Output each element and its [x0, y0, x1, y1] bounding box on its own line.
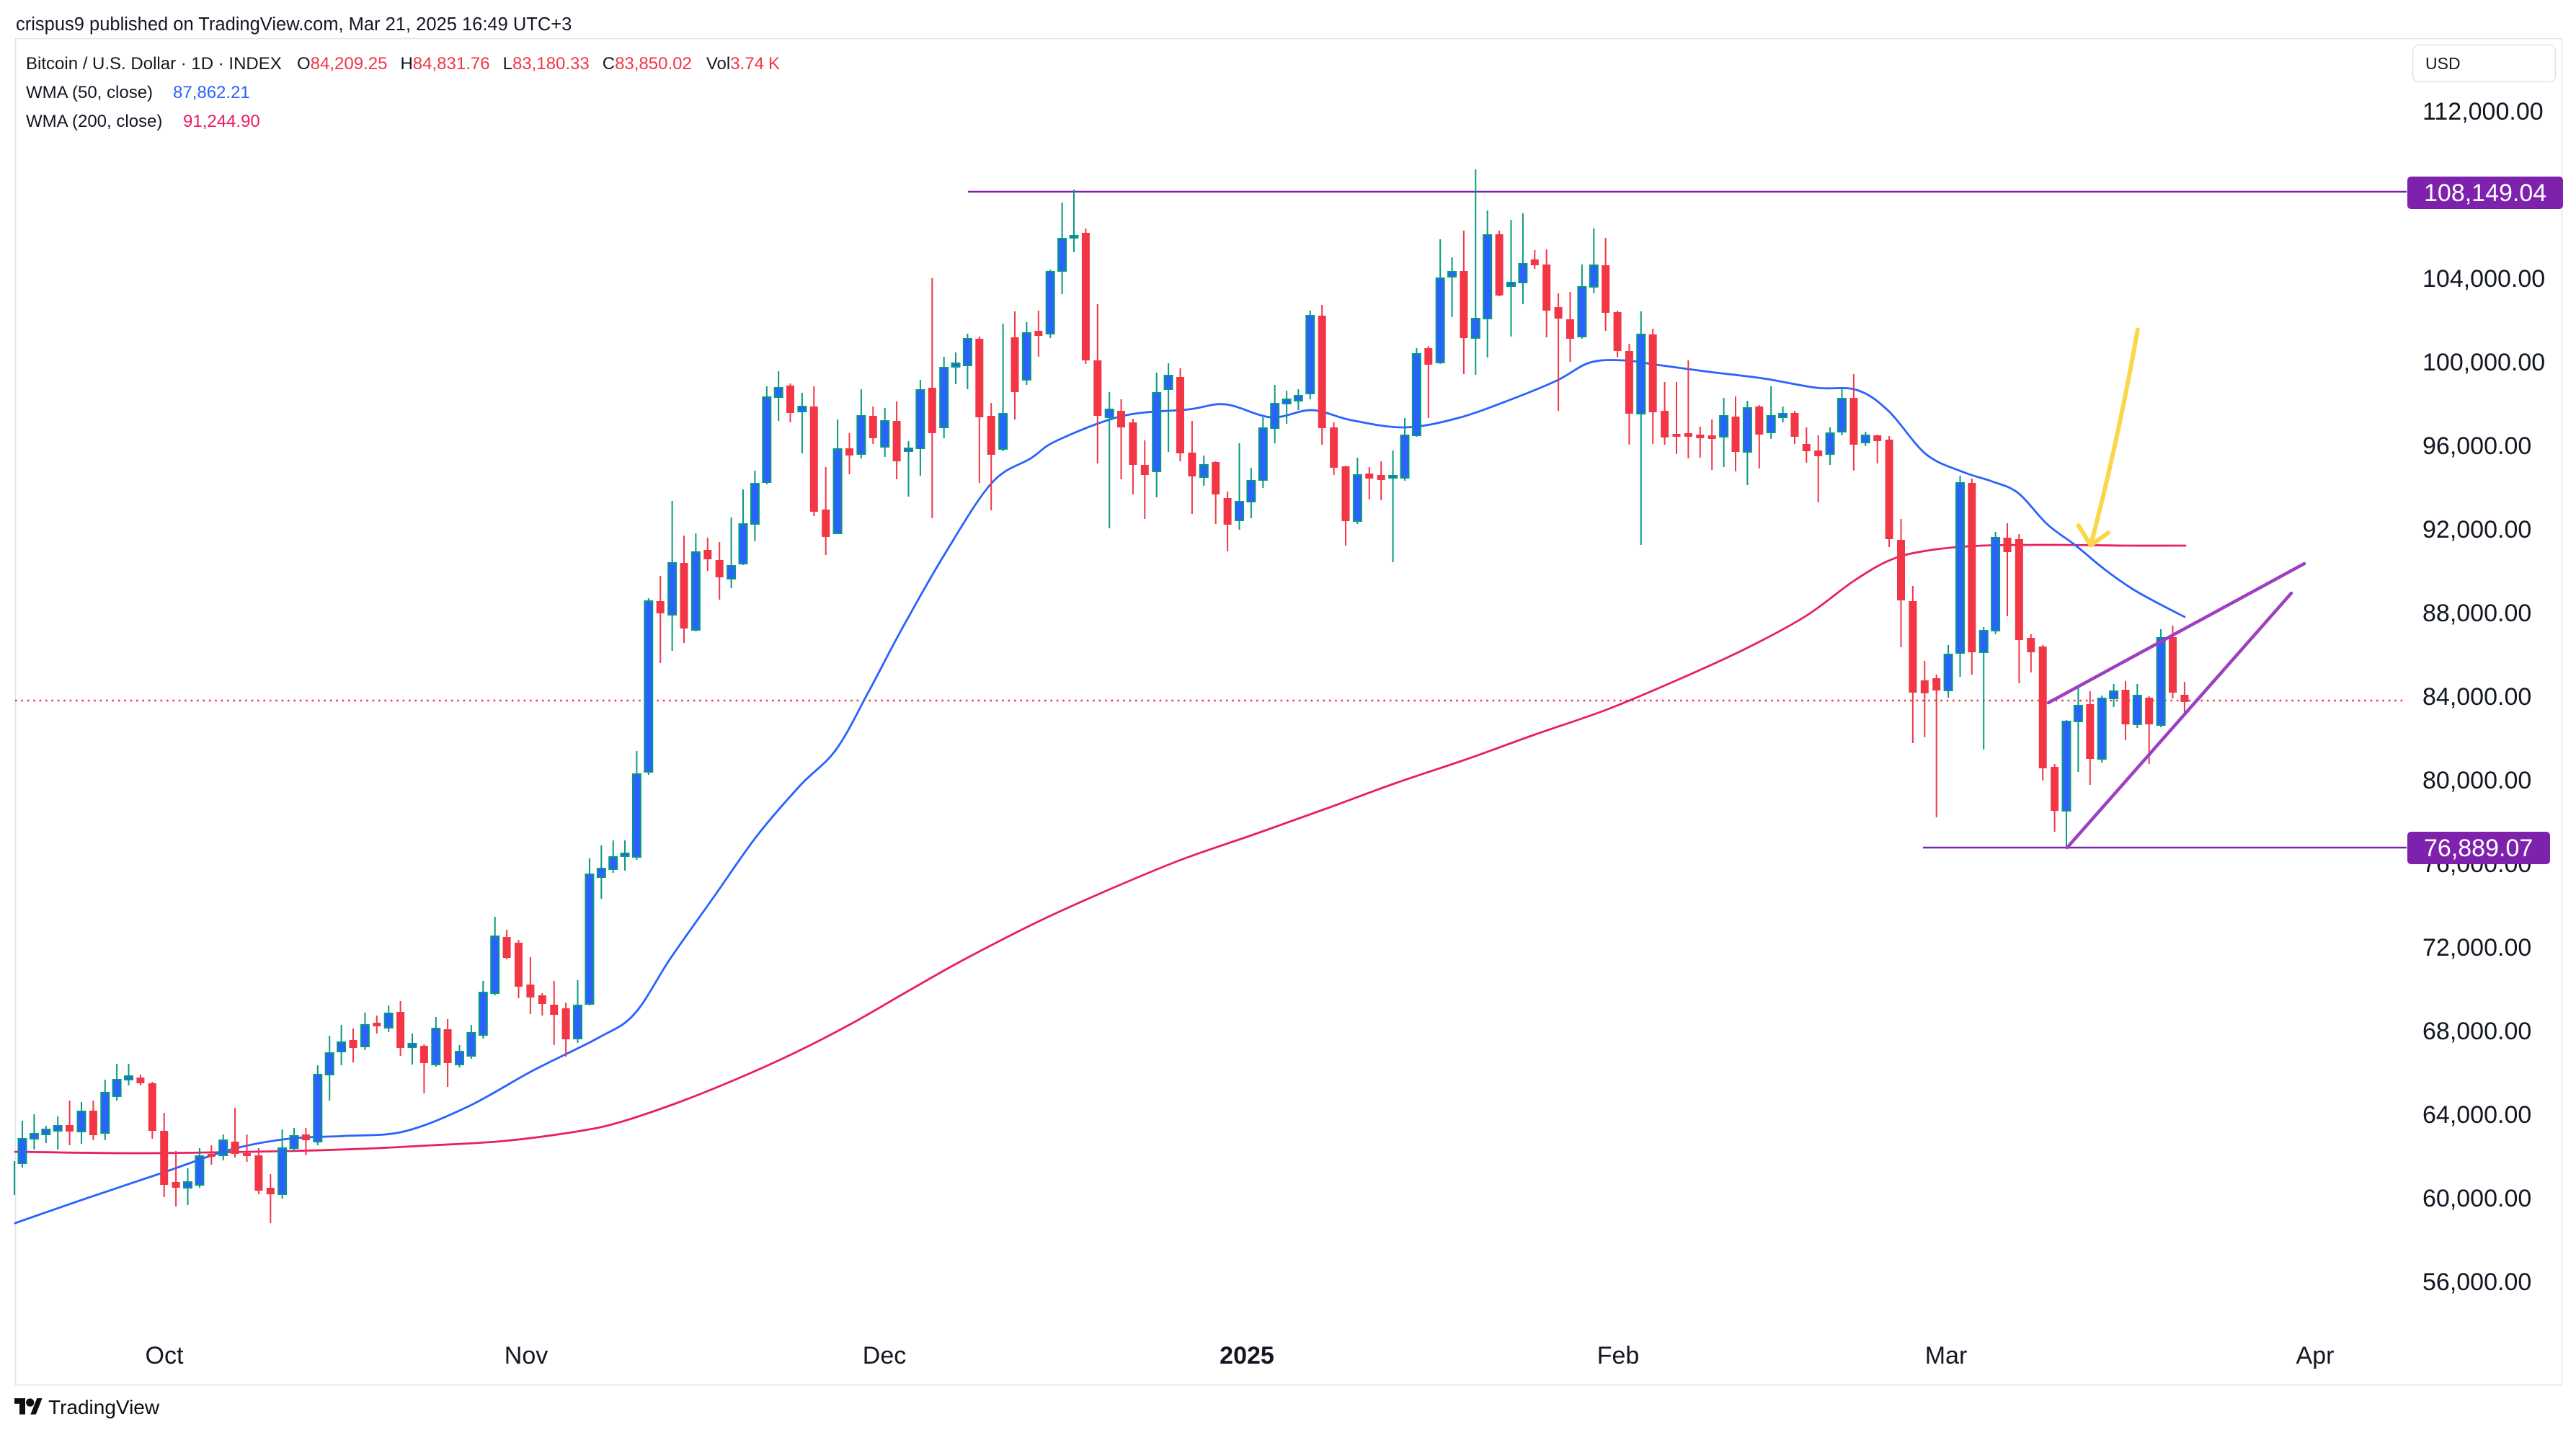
- svg-text:56,000.00: 56,000.00: [2422, 1269, 2531, 1296]
- svg-text:108,149.04: 108,149.04: [2424, 179, 2546, 207]
- svg-text:60,000.00: 60,000.00: [2422, 1185, 2531, 1212]
- svg-text:Bitcoin / U.S. Dollar · 1D · I: Bitcoin / U.S. Dollar · 1D · INDEX O84,20…: [26, 54, 780, 74]
- svg-text:Apr: Apr: [2296, 1342, 2335, 1369]
- svg-text:112,000.00: 112,000.00: [2422, 98, 2544, 125]
- svg-text:96,000.00: 96,000.00: [2422, 432, 2531, 460]
- svg-text:88,000.00: 88,000.00: [2422, 600, 2531, 627]
- svg-text:104,000.00: 104,000.00: [2422, 265, 2545, 293]
- svg-text:WMA (200, close)91,244.90: WMA (200, close) 91,244.90: [26, 112, 260, 131]
- svg-text:Oct: Oct: [146, 1342, 184, 1369]
- svg-text:Dec: Dec: [863, 1342, 906, 1369]
- svg-text:2025: 2025: [1220, 1342, 1274, 1369]
- svg-text:84,000.00: 84,000.00: [2422, 683, 2531, 711]
- svg-text:Mar: Mar: [1925, 1342, 1968, 1369]
- svg-text:80,000.00: 80,000.00: [2422, 767, 2531, 794]
- svg-text:TradingView: TradingView: [48, 1396, 160, 1418]
- svg-text:USD: USD: [2425, 54, 2461, 73]
- svg-text:crispus9 published on TradingV: crispus9 published on TradingView.com, M…: [16, 14, 572, 35]
- svg-text:68,000.00: 68,000.00: [2422, 1018, 2531, 1045]
- svg-text:100,000.00: 100,000.00: [2422, 349, 2545, 376]
- svg-text:72,000.00: 72,000.00: [2422, 934, 2531, 961]
- svg-text:Nov: Nov: [505, 1342, 548, 1369]
- svg-text:92,000.00: 92,000.00: [2422, 516, 2531, 543]
- svg-text:WMA (50, close)87,862.21: WMA (50, close) 87,862.21: [26, 83, 250, 102]
- svg-text:76,889.07: 76,889.07: [2424, 835, 2533, 862]
- svg-text:Feb: Feb: [1597, 1342, 1640, 1369]
- svg-text:64,000.00: 64,000.00: [2422, 1101, 2531, 1129]
